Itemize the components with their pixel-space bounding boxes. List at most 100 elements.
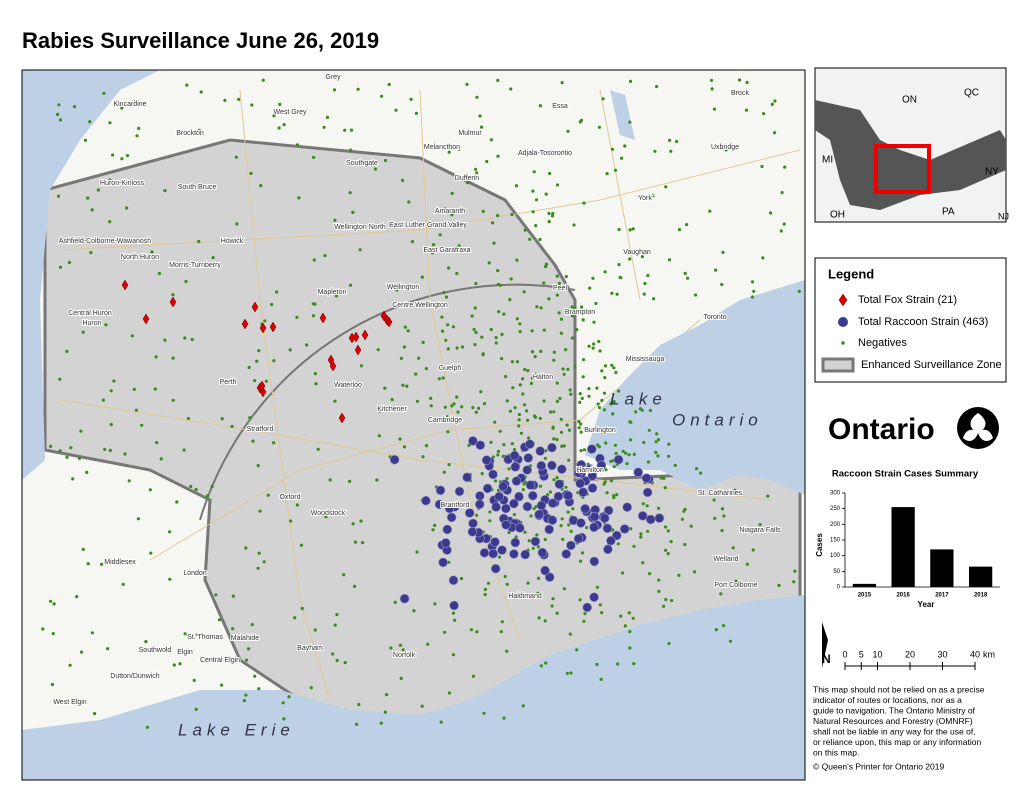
legend-symbol [841,341,845,345]
negative-marker [534,372,538,376]
negative-marker [677,228,682,232]
raccoon-marker [566,540,576,551]
negative-marker [261,78,265,82]
place-label: Wellington North [334,224,386,231]
negative-marker [544,192,548,196]
place-label: Peel [553,285,567,292]
raccoon-marker [603,544,613,555]
fox-marker [354,344,362,356]
raccoon-marker [444,503,455,514]
place-label: Centre Wellington [392,302,448,309]
raccoon-marker [589,592,599,603]
negative-marker [548,490,553,494]
negative-marker [552,350,557,354]
negative-marker [481,352,485,356]
lake-label: Ontario [672,410,763,429]
negative-marker [564,148,569,152]
negative-marker [144,640,148,644]
negative-marker [720,282,724,287]
negative-marker [154,355,158,359]
negative-marker [157,271,161,276]
negative-marker [197,128,201,132]
negative-marker [175,500,179,504]
negative-marker [581,318,585,322]
negative-marker [311,302,315,306]
negative-marker [526,581,530,585]
disclaimer-line: on this map. [813,747,859,757]
y-tick-label: 50 [833,569,840,575]
negative-marker [189,484,193,489]
negative-marker [623,624,627,628]
y-tick-label: 150 [830,538,841,544]
raccoon-marker [540,565,550,576]
scale-unit: km [983,649,995,659]
negative-marker [565,423,569,427]
negative-marker [512,513,517,517]
negative-marker [211,256,215,260]
negative-marker [56,194,61,198]
raccoon-marker [599,513,610,524]
negative-marker [616,389,621,393]
negative-marker [407,200,411,204]
negative-marker [295,315,299,319]
negative-marker [251,439,255,443]
copyright: © Queen's Printer for Ontario 2019 [813,761,944,771]
negative-marker [544,449,548,453]
negative-marker [297,196,301,200]
negative-marker [424,367,428,371]
negative-marker [312,155,316,159]
negative-marker [648,572,652,576]
negative-marker [197,239,201,244]
disclaimer-line: indicator of routes or locations, nor as… [813,695,962,705]
lake-simcoe [610,90,635,140]
negative-marker [79,429,83,433]
negative-marker [472,327,476,332]
negative-marker [523,228,527,232]
negative-marker [531,210,535,214]
negative-marker [378,409,382,413]
negative-marker [615,493,619,497]
negative-marker [58,449,62,453]
negative-marker [652,297,656,301]
negative-marker [398,437,402,441]
negative-marker [429,396,433,400]
negative-marker [577,420,581,424]
negative-marker [90,631,94,635]
negative-marker [496,269,500,273]
negative-marker [194,707,198,711]
negative-marker [710,87,714,91]
negative-marker [510,212,514,217]
negative-marker [557,311,561,315]
negative-marker [619,276,623,280]
raccoon-marker [511,476,522,486]
negative-marker [508,409,512,413]
negative-marker [75,595,79,599]
negative-marker [552,478,556,482]
negative-marker [642,292,646,296]
place-label: South Bruce [178,184,217,191]
raccoon-marker [475,491,485,501]
negative-marker [478,114,482,118]
negative-marker [602,482,606,486]
negative-marker [357,702,361,707]
negative-marker [559,524,563,528]
negative-marker [559,331,564,335]
negative-marker [480,335,484,339]
negative-marker [613,443,618,447]
negative-marker [278,102,282,106]
negative-marker [597,125,602,129]
negative-marker [519,431,524,435]
negative-marker [751,548,755,552]
negative-marker [259,184,263,188]
negative-marker [244,546,248,550]
negative-marker [575,328,579,332]
negative-marker [552,437,556,441]
negative-marker [536,545,541,549]
place-label: Toronto [703,314,726,321]
negative-marker [587,387,591,391]
negative-marker [631,616,635,620]
negative-marker [595,386,599,390]
negative-marker [102,91,106,95]
negative-marker [523,367,527,372]
negative-marker [205,494,210,498]
